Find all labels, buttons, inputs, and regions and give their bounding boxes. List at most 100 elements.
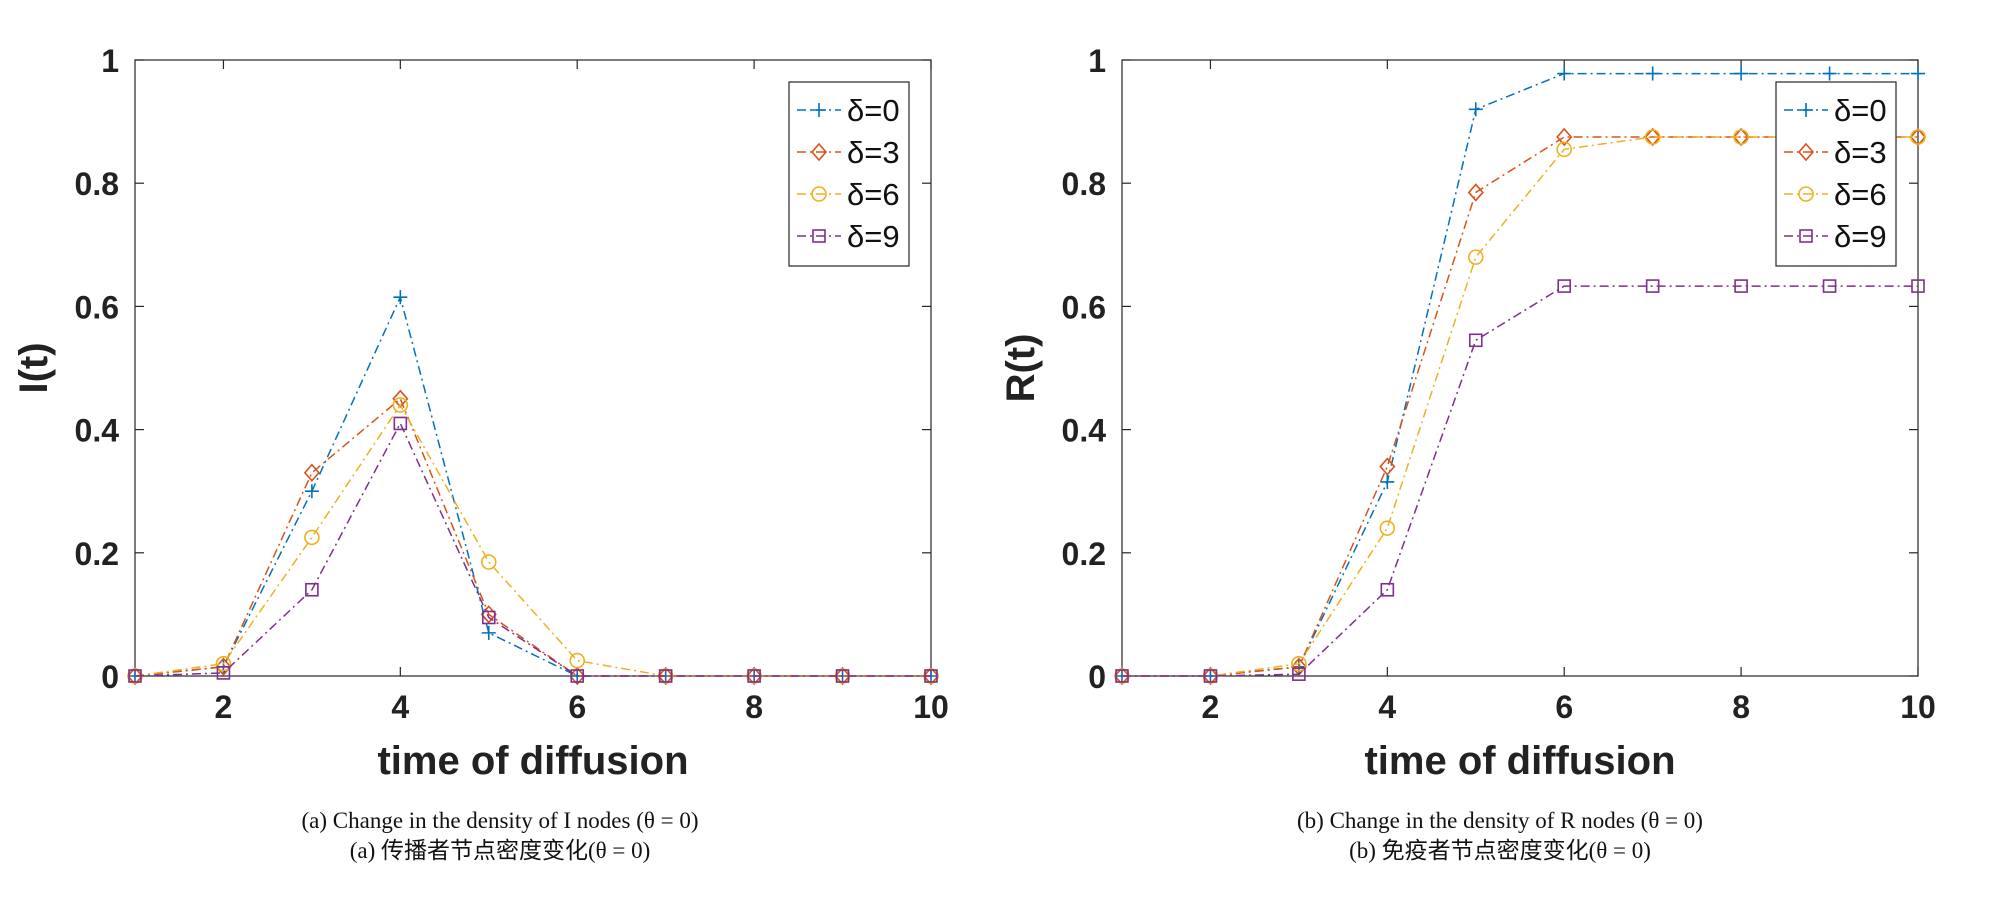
chart-b-series-3-point-9 [1911, 279, 1925, 293]
chart-b-series-3-point-4 [1468, 333, 1483, 348]
chart-a-series-2-point-3 [392, 397, 409, 413]
chart-b-series-3-point-6 [1645, 279, 1660, 293]
chart-b-series-line-0 [1122, 72, 1918, 677]
chart-b-series-line-2 [1122, 136, 1918, 677]
chart-a-y-tick-label-3: 0.6 [75, 289, 119, 325]
chart-a-x-tick-label-0: 2 [215, 689, 233, 725]
chart-a-series-1-point-8 [834, 666, 851, 686]
chart-a-legend-marker-1 [810, 142, 828, 162]
chart-b-y-tick-label-2: 0.4 [1062, 413, 1107, 449]
chart-a-x-tick-label-2: 6 [568, 689, 586, 725]
chart-a-series-1-point-0 [126, 666, 144, 686]
chart-b-legend-marker-2 [1798, 186, 1814, 202]
chart-a-y-axis-title: I(t) [12, 342, 56, 393]
chart-a-y-tick-label-0: 0 [101, 659, 119, 695]
chart-a-x-axis-title: time of diffusion [377, 739, 688, 783]
chart-b-x-tick-label-0: 2 [1202, 689, 1220, 725]
chart-a-legend-marker-2 [811, 186, 827, 202]
chart-a-series-3-point-6 [658, 669, 673, 683]
caption-a-zh: (a) 传播者节点密度变化(θ = 0) [349, 838, 651, 863]
chart-a-series-3-point-9 [924, 669, 938, 683]
chart-b-series-1-point-3 [1379, 457, 1396, 476]
chart-a-series-1-point-7 [746, 666, 763, 686]
chart-b-series-0-point-4 [1468, 102, 1483, 117]
chart-a-x-tick-label-3: 8 [745, 689, 763, 725]
chart-b-series-1-point-1 [1202, 666, 1219, 686]
chart-a-series-line-3 [134, 421, 931, 677]
chart-b-y-tick-label-3: 0.6 [1062, 289, 1106, 325]
chart-a-series-0-point-4 [481, 625, 496, 640]
chart-a-series-1-point-6 [657, 666, 674, 686]
chart-b-series-2-point-6 [1644, 129, 1661, 145]
chart-a-series-3-point-0 [128, 669, 142, 683]
chart-b-axes-frame [1121, 59, 1919, 677]
chart-a-series-3-point-3 [393, 416, 408, 431]
chart-a-y-tick-label-2: 0.4 [75, 413, 120, 449]
chart-b-series-line-3 [1122, 285, 1918, 677]
chart-b-legend-box [1775, 81, 1897, 267]
chart-b-legend-marker-0 [1799, 103, 1813, 117]
chart-b-series-2-point-5 [1556, 141, 1573, 158]
chart-panel-a: 2 4 6 8 10 0 0.2 0.4 0.6 0.8 1 time of diffusion I(t… [12, 43, 949, 863]
chart-a-y-tick-label-1: 0.2 [75, 536, 119, 572]
chart-b-series-1-point-6 [1644, 127, 1661, 147]
chart-a-legend-box [788, 81, 910, 267]
chart-b-series-3-point-3 [1380, 582, 1395, 597]
chart-a-series-3-point-4 [481, 610, 496, 625]
chart-a-x-tick-label-4: 10 [913, 689, 949, 725]
chart-b-series-0-point-9 [1911, 66, 1925, 81]
chart-a-series-1-point-5 [569, 666, 586, 686]
chart-b-series-3-point-5 [1557, 279, 1572, 293]
chart-b-legend-label-1: δ=3 [1834, 135, 1887, 170]
chart-a-series-1-point-3 [392, 389, 409, 409]
chart-b-series-1-point-0 [1113, 666, 1131, 686]
chart-a-series-0-point-3 [393, 290, 408, 305]
chart-panel-b: 2 4 6 8 10 0 0.2 0.4 0.6 0.8 1 time of diffusion R(t… [999, 0, 2000, 904]
chart-b-series-1-point-4 [1467, 183, 1484, 202]
chart-b-legend-label-2: δ=6 [1834, 177, 1887, 212]
chart-b-series-0-point-3 [1380, 474, 1395, 489]
chart-b-series-2-point-3 [1379, 520, 1396, 536]
chart-b-series-0-point-7 [1734, 66, 1749, 81]
chart-a-series-2-point-4 [480, 554, 497, 570]
chart-a-series-0-point-2 [304, 484, 319, 499]
chart-b-svg: 2 4 6 8 10 0 0.2 0.4 0.6 0.8 1 time of diffusion R(t… [999, 43, 1936, 783]
chart-b-x-axis-title: time of diffusion [1364, 739, 1675, 783]
chart-b-legend-label-0: δ=0 [1834, 93, 1887, 128]
chart-a-legend-label-3: δ=9 [847, 219, 900, 254]
chart-b-series-1-point-9 [1909, 127, 1927, 147]
chart-a-series-3-point-8 [835, 669, 850, 683]
caption-b-zh: (b) 免疫者节点密度变化(θ = 0) [1349, 838, 1651, 863]
chart-a-series-3-point-5 [570, 669, 585, 683]
chart-a-series-3-point-7 [747, 669, 761, 683]
chart-a-y-tick-label-5: 1 [101, 43, 119, 79]
chart-b-legend-marker-3 [1799, 229, 1813, 243]
chart-a-y-tick-label-4: 0.8 [75, 166, 119, 202]
chart-b-x-tick-label-3: 8 [1732, 689, 1750, 725]
chart-b-series-2-point-9 [1910, 129, 1926, 145]
chart-b-series-0-point-5 [1557, 66, 1572, 81]
chart-b-series-3-point-0 [1115, 669, 1129, 683]
chart-b-series-1-point-7 [1733, 127, 1750, 147]
chart-b-series-2-point-4 [1467, 249, 1484, 265]
chart-a-legend-marker-0 [812, 103, 826, 117]
chart-a-x-tick-label-1: 4 [391, 689, 409, 725]
chart-b-series-0-point-6 [1645, 66, 1660, 81]
caption-a-en: (a) Change in the density of I nodes (θ … [301, 808, 699, 833]
chart-a-series-2-point-1 [215, 655, 232, 672]
chart-a-axes-frame [134, 59, 932, 677]
caption-b-en: (b) Change in the density of R nodes (θ … [1297, 808, 1703, 833]
chart-a-series-2-point-2 [304, 529, 320, 546]
chart-a-series-1-point-2 [303, 463, 320, 482]
chart-b-series-0-point-8 [1822, 66, 1837, 81]
chart-b-y-tick-label-4: 0.8 [1062, 166, 1106, 202]
chart-a-series-1-point-9 [922, 666, 940, 686]
chart-b-series-3-point-1 [1203, 669, 1218, 683]
chart-b-x-tick-label-2: 6 [1555, 689, 1573, 725]
chart-b-series-2-point-7 [1733, 129, 1749, 145]
chart-b-legend-label-3: δ=9 [1834, 219, 1887, 254]
chart-a-series-3-point-2 [305, 582, 319, 597]
chart-b-y-tick-label-0: 0 [1088, 659, 1106, 695]
chart-b-legend-marker-1 [1797, 142, 1815, 162]
chart-a-series-line-0 [134, 294, 931, 677]
